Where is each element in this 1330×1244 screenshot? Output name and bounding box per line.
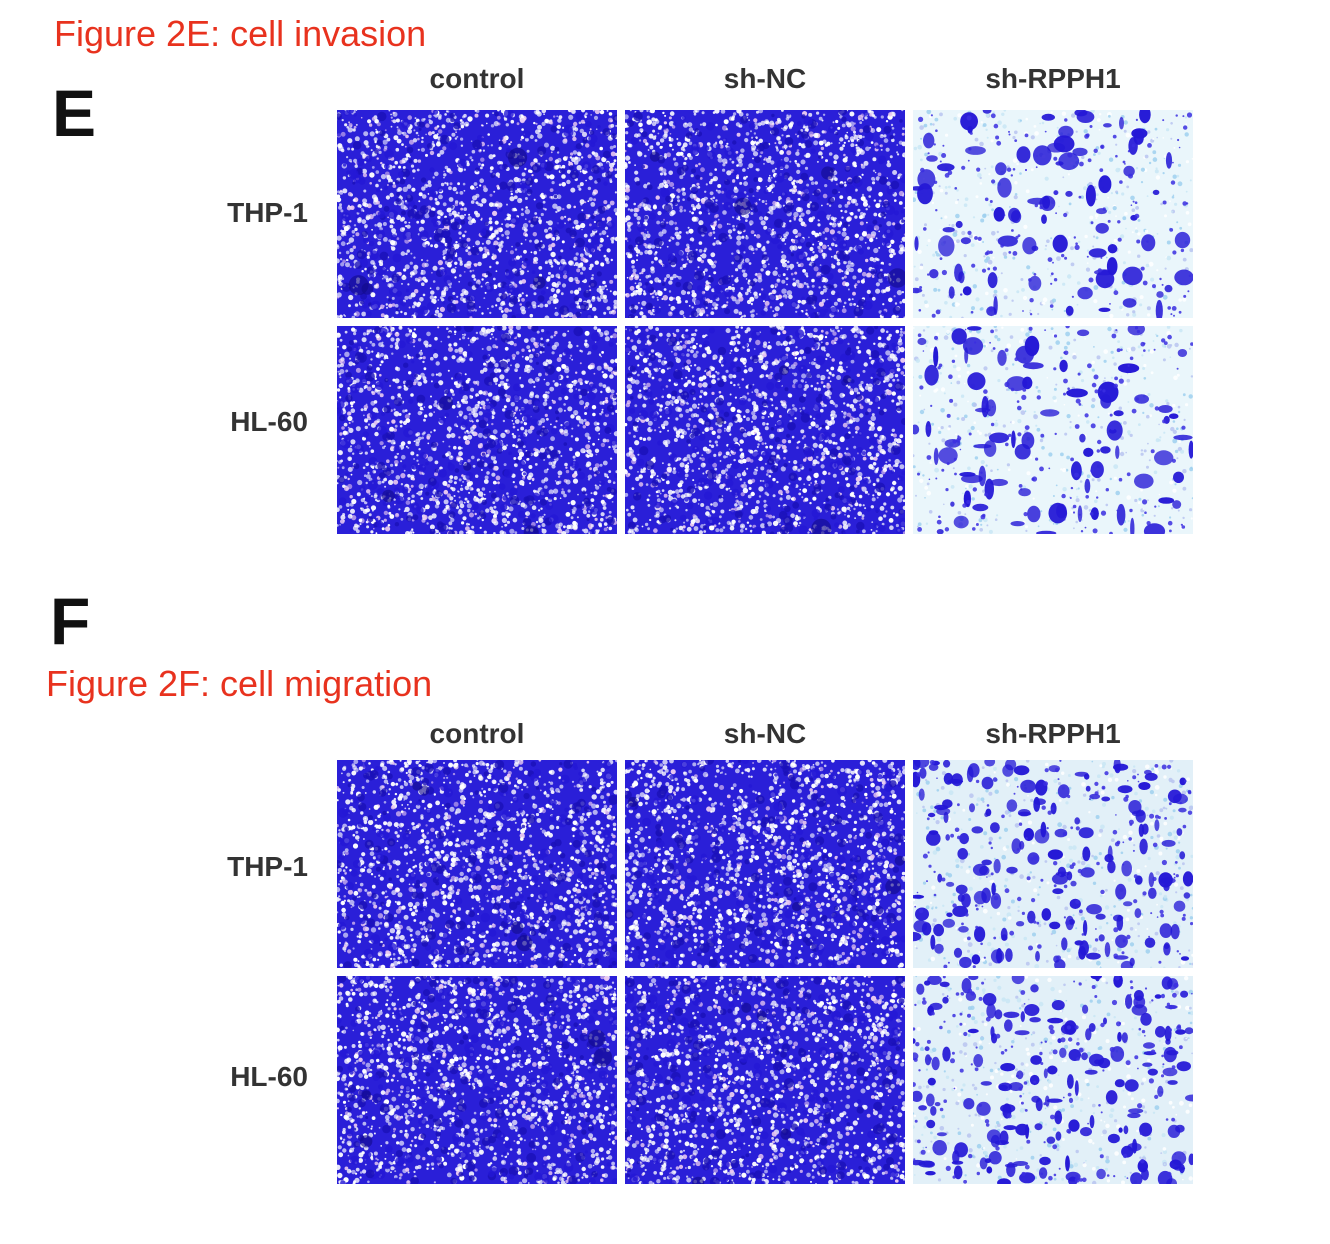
col-label-sh-nc-e: sh-NC (723, 63, 807, 94)
row-label-thp1-e: THP-1 (227, 197, 308, 228)
micrograph-e-thp1-sh-rpph1 (913, 110, 1193, 318)
panel-letter-f: F (50, 584, 91, 658)
micrograph-e-hl60-control (337, 326, 617, 534)
col-label-control-e: control (429, 63, 525, 94)
micrograph-e-thp1-control (337, 110, 617, 318)
micrograph-e-hl60-sh-rpph1 (913, 326, 1193, 534)
micrograph-f-thp1-control (337, 760, 617, 968)
col-label-control-f: control (429, 718, 525, 749)
figure-2f-caption: Figure 2F: cell migration (46, 663, 433, 704)
col-label-sh-nc-f: sh-NC (723, 718, 807, 749)
row-label-hl60-e: HL-60 (230, 406, 308, 437)
col-label-sh-rpph1-f: sh-RPPH1 (985, 718, 1121, 749)
row-label-hl60-f: HL-60 (230, 1061, 308, 1092)
row-label-thp1-f: THP-1 (227, 851, 308, 882)
figure-2e-caption: Figure 2E: cell invasion (54, 13, 427, 54)
micrograph-e-thp1-sh-nc (625, 110, 905, 318)
micrograph-f-hl60-control (337, 976, 617, 1184)
micrograph-f-hl60-sh-rpph1 (913, 976, 1193, 1184)
micrograph-f-hl60-sh-nc (625, 976, 905, 1184)
panel-letter-e: E (52, 76, 97, 150)
micrograph-f-thp1-sh-rpph1 (913, 760, 1193, 968)
micrograph-f-thp1-sh-nc (625, 760, 905, 968)
col-label-sh-rpph1-e: sh-RPPH1 (985, 63, 1121, 94)
micrograph-e-hl60-sh-nc (625, 326, 905, 534)
